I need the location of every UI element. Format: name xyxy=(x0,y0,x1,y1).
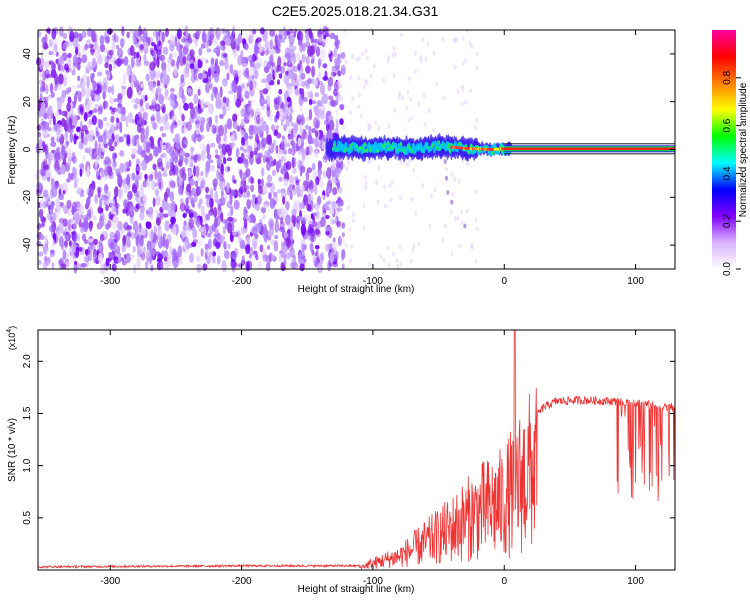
x-tick-label: -100 xyxy=(363,576,383,587)
x-tick-label: 0 xyxy=(501,576,507,587)
snr-series-line xyxy=(37,329,676,570)
snr-x-ticks: -300 -200 -100 0 100 xyxy=(100,330,644,587)
colorbar-label: Normalized spectral amplitude xyxy=(738,82,749,217)
y-tick-label: 20 xyxy=(22,96,33,108)
colorbar-gradient xyxy=(712,30,736,269)
colorbar: 0.0 0.2 0.4 0.6 0.8 Normalized spectral ampl… xyxy=(712,30,749,276)
x-tick-label: 0 xyxy=(501,276,507,287)
x-tick-label: 100 xyxy=(627,576,644,587)
colorbar-tick-label: 0.4 xyxy=(722,166,733,180)
snr-panel: -300 -200 -100 0 100 0.5 1.0 1.5 2.0 Height of … xyxy=(6,326,676,595)
snr-x-label: Height of straight line (km) xyxy=(298,584,415,595)
figure-title: C2E5.2025.018.21.34.G31 xyxy=(272,3,439,19)
y-tick-label: 2.0 xyxy=(22,354,33,368)
y-tick-label: -40 xyxy=(22,237,33,252)
snr-y-label: SNR (10 * v/v) xyxy=(7,418,18,482)
y-tick-label: -20 xyxy=(22,190,33,205)
colorbar-tick-label: 0.8 xyxy=(722,70,733,84)
y-tick-label: 1.5 xyxy=(22,406,33,420)
spectrogram-x-ticks: -300 -200 -100 0 100 xyxy=(100,30,644,287)
x-tick-label: -300 xyxy=(100,576,120,587)
snr-y-scale-base: (x10 xyxy=(7,333,17,351)
x-tick-label: -200 xyxy=(232,276,252,287)
spectrogram-plot-area xyxy=(35,24,675,275)
spectrogram-x-label: Height of straight line (km) xyxy=(298,284,415,295)
spectrogram-y-ticks: -40 -20 0 20 40 xyxy=(22,48,675,252)
x-tick-label: -200 xyxy=(232,576,252,587)
y-tick-label: 1.0 xyxy=(22,458,33,472)
x-tick-label: 100 xyxy=(627,276,644,287)
y-tick-label: 40 xyxy=(22,48,33,60)
snr-y-ticks: 0.5 1.0 1.5 2.0 xyxy=(22,354,675,525)
y-tick-label: 0 xyxy=(22,146,33,152)
x-tick-label: -300 xyxy=(100,276,120,287)
snr-y-scale-exp: 4 xyxy=(6,329,13,333)
snr-y-scale: (x104) xyxy=(6,326,17,350)
signal-track xyxy=(325,132,675,229)
colorbar-ticks: 0.0 0.2 0.4 0.6 0.8 xyxy=(722,70,741,276)
snr-plot-area xyxy=(37,329,676,570)
y-tick-label: 0.5 xyxy=(22,510,33,524)
x-tick-label: -100 xyxy=(363,276,383,287)
snr-frame xyxy=(37,329,676,571)
colorbar-tick-label: 0.2 xyxy=(722,214,733,228)
colorbar-tick-label: 0.6 xyxy=(722,118,733,132)
spectrogram-y-label: Frequency (Hz) xyxy=(7,116,18,185)
svg-text:(x104): (x104) xyxy=(6,326,17,350)
colorbar-tick-label: 0.0 xyxy=(722,262,733,276)
